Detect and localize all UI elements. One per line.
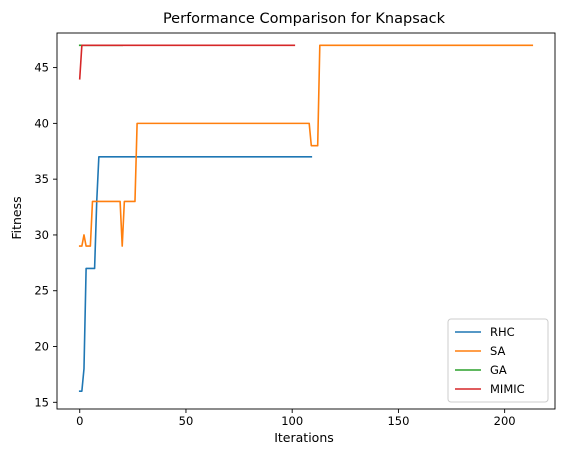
legend-box — [447, 318, 549, 403]
chart-title: Performance Comparison for Knapsack — [163, 11, 446, 27]
x-tick-label: 0 — [76, 414, 83, 428]
y-tick-label: 15 — [34, 395, 49, 409]
axes-frame — [56, 32, 556, 410]
y-tick-label: 20 — [34, 340, 49, 354]
y-tick-label: 25 — [34, 284, 49, 298]
series-line-sa — [78, 44, 534, 247]
x-tick-label: 50 — [179, 414, 194, 428]
legend: RHC SA GA MIMIC — [447, 318, 549, 403]
x-tick-label: 200 — [494, 414, 516, 428]
x-axis-label: Iterations — [274, 430, 334, 445]
y-tick-label: 40 — [34, 116, 49, 130]
y-tick-label: 30 — [34, 228, 49, 242]
y-ticks: 15 20 25 30 35 40 45 — [34, 61, 57, 409]
x-ticks: 0 50 100 150 200 — [76, 409, 516, 428]
legend-label-ga: GA — [490, 363, 507, 377]
x-tick-label: 100 — [281, 414, 303, 428]
series-lines — [78, 44, 534, 392]
legend-label-rhc: RHC — [490, 325, 515, 339]
legend-label-sa: SA — [490, 344, 506, 358]
legend-label-mimic: MIMIC — [490, 382, 525, 396]
y-tick-label: 35 — [34, 172, 49, 186]
y-axis-label: Fitness — [9, 196, 24, 239]
y-tick-label: 45 — [34, 61, 49, 75]
series-line-mimic — [78, 44, 296, 80]
plot-area — [56, 32, 556, 410]
series-line-rhc — [78, 156, 313, 392]
x-tick-label: 150 — [387, 414, 409, 428]
